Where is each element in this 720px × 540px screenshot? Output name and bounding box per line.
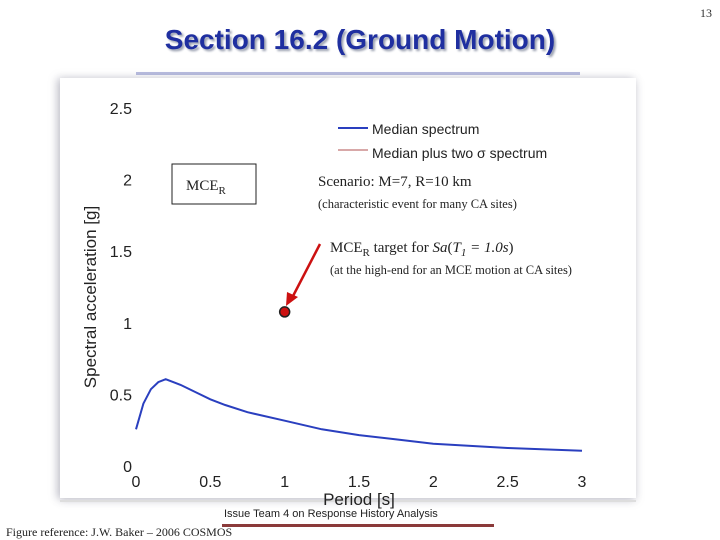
scenario-note: (characteristic event for many CA sites) [318,197,517,211]
mcer-box [171,163,257,205]
footer-underline [222,524,494,527]
y-tick-label: 0 [123,459,132,476]
x-tick-label: 0.5 [199,474,221,491]
figure-reference: Figure reference: J.W. Baker – 2006 COSM… [6,525,233,539]
series-line-0 [135,378,583,452]
legend-plus-two-sigma-label: Median plus two σ spectrum [372,145,547,161]
x-tick-label: 1.5 [348,474,370,491]
target-note: (at the high-end for an MCE motion at CA… [330,263,572,277]
x-tick-label: 2 [429,474,438,491]
target-label: MCER target for Sa(T1 = 1.0s) [330,240,514,259]
scenario-label: Scenario: M=7, R=10 km [318,174,472,190]
x-tick-label: 1 [280,474,289,491]
y-tick-label: 0.5 [110,387,132,404]
mcer-target-point [278,306,291,318]
legend-median-label: Median spectrum [372,121,479,137]
y-tick-label: 2.5 [110,101,132,118]
x-tick-label: 2.5 [497,474,519,491]
y-tick-label: 2 [123,173,132,190]
mcer-box-label: MCER [186,178,227,197]
y-axis-label: Spectral acceleration [g] [81,206,100,388]
page-number: 13 [700,6,712,20]
x-axis-label: Period [s] [323,490,395,509]
x-tick-label: 3 [578,474,587,491]
chart-panel [60,78,636,498]
y-tick-label: 1 [123,316,132,333]
x-tick-label: 0 [132,474,141,491]
title-underline [136,72,580,75]
y-tick-label: 1.5 [110,244,132,261]
target-arrow [290,243,322,299]
slide-title: Section 16.2 (Ground Motion) [164,24,556,55]
panel-bottom-rule [60,500,636,502]
target-arrowhead [286,292,298,306]
footer-text: Issue Team 4 on Response History Analysi… [224,508,438,520]
